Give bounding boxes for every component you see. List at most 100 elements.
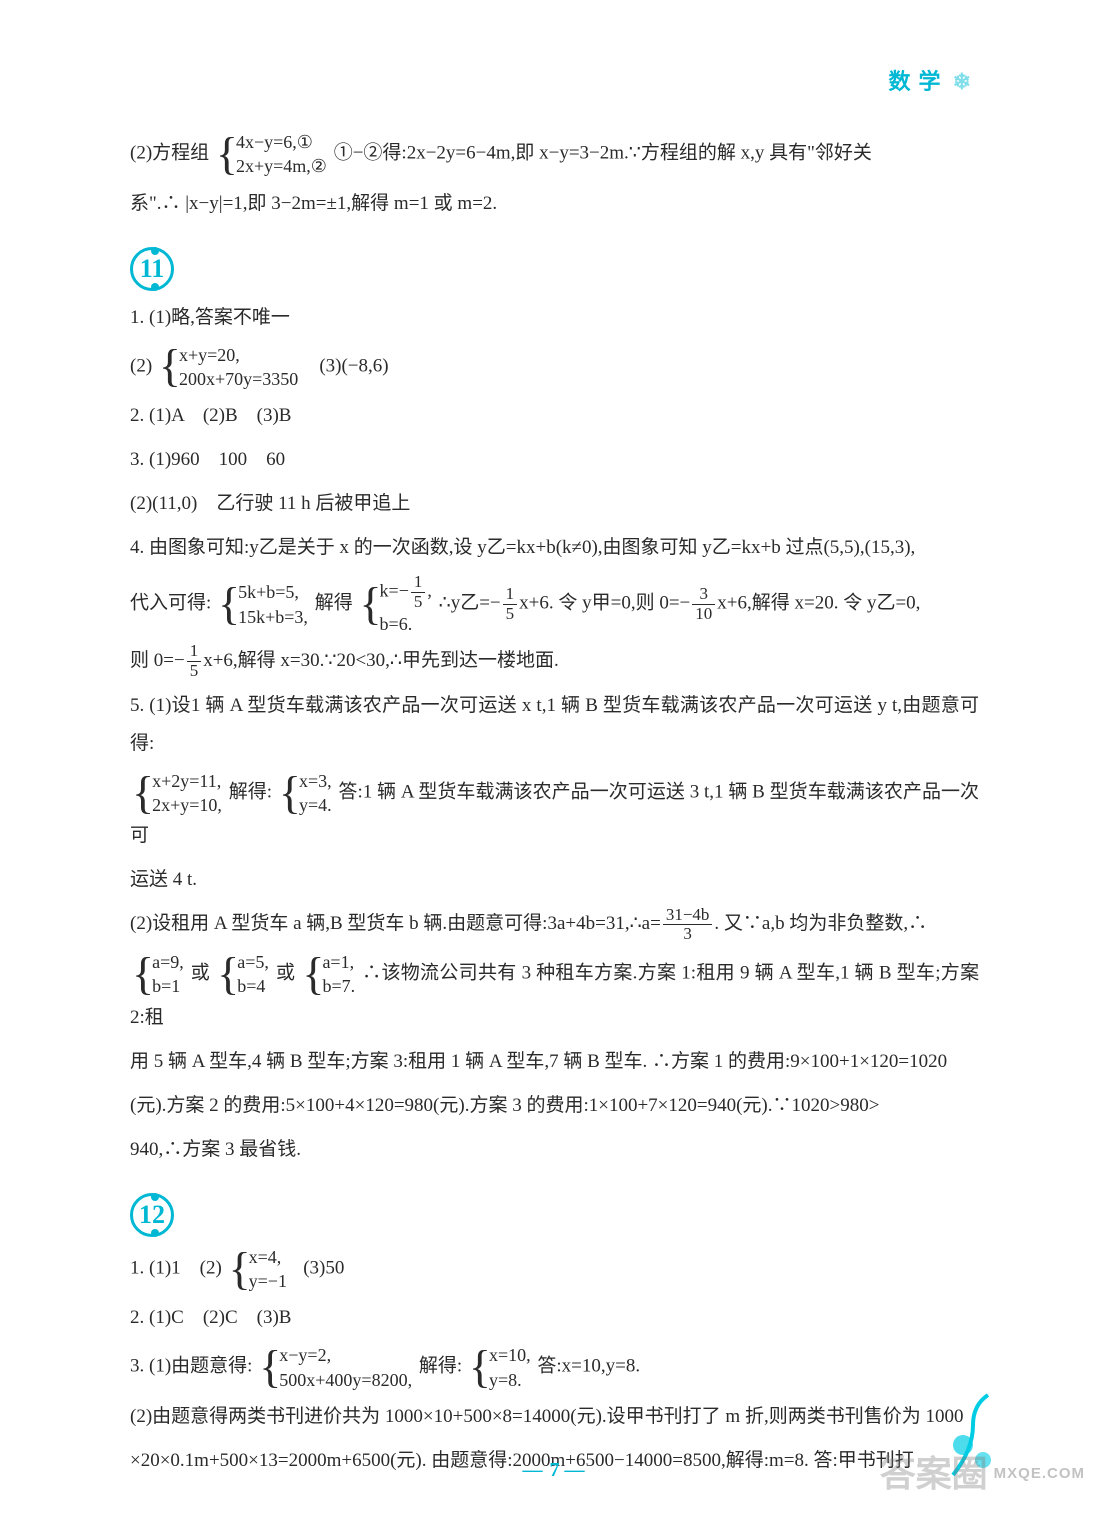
s11-q5-p2-l6: 940,∴方案 3 最省钱. bbox=[130, 1131, 979, 1169]
text: 3. (1)由题意得: bbox=[130, 1356, 252, 1377]
eq-row: a=9, bbox=[152, 950, 184, 974]
subject-char-1: 数 bbox=[889, 69, 919, 94]
left-brace-icon: { bbox=[229, 1251, 251, 1288]
equation-system: { 5k+b=5, 15k+b=3, bbox=[218, 580, 308, 629]
eq-row: 5k+b=5, bbox=[238, 580, 308, 604]
text: ∴y乙=− bbox=[439, 593, 501, 614]
denominator: 10 bbox=[692, 605, 715, 624]
page-number-value: 7 bbox=[550, 1459, 560, 1481]
s11-q5-p2-l5: (元).方案 2 的费用:5×100+4×120=980(元).方案 3 的费用… bbox=[130, 1087, 979, 1125]
numerator: 1 bbox=[187, 642, 202, 662]
text: x+6,解得 x=30.∵20<30,∴甲先到达一楼地面. bbox=[203, 650, 559, 671]
left-brace-icon: { bbox=[132, 775, 154, 812]
eq-row: b=4 bbox=[237, 974, 269, 998]
s11-q2: 2. (1)A (2)B (3)B bbox=[130, 397, 979, 435]
text: x+6. 令 y甲=0,则 0=− bbox=[519, 593, 690, 614]
eq-row: 500x+400y=8200, bbox=[279, 1368, 412, 1392]
eq-row: a=1, bbox=[322, 950, 355, 974]
eq-row: y=4. bbox=[299, 793, 332, 817]
denominator: 5 bbox=[503, 605, 518, 624]
watermark: 答案圈 MXQE.COM bbox=[880, 1438, 1085, 1510]
text: 1. (1)1 (2) bbox=[130, 1257, 222, 1278]
s11-q5-p2a: (2)设租用 A 型货车 a 辆,B 型货车 b 辆.由题意可得:3a+4b=3… bbox=[130, 905, 979, 944]
eq-row: x=3, bbox=[299, 769, 332, 793]
s11-q5-l1: 5. (1)设1 辆 A 型货车载满该农产品一次可运送 x t,1 辆 B 型货… bbox=[130, 687, 979, 763]
top-problem-line1: (2)方程组 { 4x−y=6,① 2x+y=4m,② ①−②得:2x−2y=6… bbox=[130, 130, 979, 179]
text: 则 0=− bbox=[130, 650, 185, 671]
left-brace-icon: { bbox=[218, 586, 240, 623]
s11-q5-p2b: {a=9,b=1 或 {a=5,b=4 或 {a=1,b=7. ∴该物流公司共有… bbox=[130, 950, 979, 1037]
text: (2)设租用 A 型货车 a 辆,B 型货车 b 辆.由题意可得:3a+4b=3… bbox=[130, 913, 661, 934]
equation-system: { 4x−y=6,① 2x+y=4m,② bbox=[216, 130, 327, 179]
text: 代入可得: bbox=[130, 593, 211, 614]
equation-system: { x+2y=11, 2x+y=10, bbox=[132, 769, 222, 818]
equation-system: {x=10,y=8. bbox=[469, 1343, 531, 1392]
equation-system: {x=4,y=−1 bbox=[229, 1245, 287, 1294]
text: (2)方程组 bbox=[130, 143, 209, 164]
text: x+6,解得 x=20. 令 y乙=0, bbox=[717, 593, 920, 614]
eq-row: 2x+y=4m,② bbox=[236, 154, 327, 178]
fraction: 31−4b3 bbox=[663, 906, 713, 944]
s11-q1a: 1. (1)略,答案不唯一 bbox=[130, 299, 979, 337]
page-header: 数学❄ bbox=[889, 60, 979, 104]
equation-system: {a=1,b=7. bbox=[302, 950, 355, 999]
s11-q3b: (2)(11,0) 乙行驶 11 h 后被甲追上 bbox=[130, 485, 979, 523]
section-badge-12: 12 bbox=[130, 1193, 174, 1237]
s11-q1b: (2) { x+y=20, 200x+70y=3350 (3)(−8,6) bbox=[130, 343, 979, 392]
text: 解得: bbox=[419, 1356, 462, 1377]
s11-q4-l2: 代入可得: { 5k+b=5, 15k+b=3, 解得 { k=−15, b=6… bbox=[130, 573, 979, 636]
text: (3)50 bbox=[303, 1257, 344, 1278]
s11-q5-l2b: 运送 4 t. bbox=[130, 861, 979, 899]
text: 解得: bbox=[229, 781, 272, 802]
eq-row: b=1 bbox=[152, 974, 184, 998]
text: , bbox=[427, 581, 432, 601]
s11-q4-l3: 则 0=−15x+6,解得 x=30.∵20<30,∴甲先到达一楼地面. bbox=[130, 642, 979, 681]
left-brace-icon: { bbox=[279, 775, 301, 812]
page-content: (2)方程组 { 4x−y=6,① 2x+y=4m,② ①−②得:2x−2y=6… bbox=[130, 130, 979, 1480]
eq-row: 200x+70y=3350 bbox=[179, 367, 298, 391]
text: k=− bbox=[380, 581, 409, 601]
text: 答:x=10,y=8. bbox=[537, 1356, 640, 1377]
text: . 又∵a,b 均为非负整数,∴ bbox=[714, 913, 927, 934]
numerator: 3 bbox=[692, 585, 715, 605]
subject-char-2: 学 bbox=[919, 69, 949, 94]
numerator: 1 bbox=[411, 573, 426, 593]
text: 或 bbox=[276, 963, 295, 984]
watermark-main: 答案圈 bbox=[880, 1438, 988, 1510]
left-brace-icon: { bbox=[216, 136, 238, 173]
s12-q3a: 3. (1)由题意得: {x−y=2,500x+400y=8200, 解得: {… bbox=[130, 1343, 979, 1392]
denominator: 5 bbox=[187, 662, 202, 681]
eq-row: x+y=20, bbox=[179, 343, 298, 367]
eq-row: a=5, bbox=[237, 950, 269, 974]
equation-system: {x−y=2,500x+400y=8200, bbox=[259, 1343, 412, 1392]
left-brace-icon: { bbox=[159, 348, 181, 385]
eq-row: x−y=2, bbox=[279, 1343, 412, 1367]
text: 解得 bbox=[315, 593, 353, 614]
watermark-sub: MXQE.COM bbox=[994, 1459, 1085, 1489]
eq-row: b=6. bbox=[380, 612, 432, 636]
eq-row: x+2y=11, bbox=[152, 769, 222, 793]
denominator: 5 bbox=[411, 593, 426, 612]
left-brace-icon: { bbox=[259, 1349, 281, 1386]
eq-row: y=8. bbox=[489, 1368, 531, 1392]
equation-system: { k=−15, b=6. bbox=[359, 573, 431, 636]
header-ornament: ❄ bbox=[953, 69, 979, 94]
left-brace-icon: { bbox=[302, 956, 324, 993]
fraction: 15 bbox=[411, 573, 426, 611]
eq-row: 2x+y=10, bbox=[152, 793, 222, 817]
left-brace-icon: { bbox=[132, 956, 154, 993]
equation-system: {a=9,b=1 bbox=[132, 950, 184, 999]
eq-row: k=−15, bbox=[380, 573, 432, 611]
fraction: 15 bbox=[187, 642, 202, 680]
numerator: 1 bbox=[503, 585, 518, 605]
top-problem-line2: 系".∴ |x−y|=1,即 3−2m=±1,解得 m=1 或 m=2. bbox=[130, 185, 979, 223]
s12-q1: 1. (1)1 (2) {x=4,y=−1 (3)50 bbox=[130, 1245, 979, 1294]
equation-system: { x+y=20, 200x+70y=3350 bbox=[159, 343, 298, 392]
fraction: 310 bbox=[692, 585, 715, 623]
s11-q4-l1: 4. 由图象可知:y乙是关于 x 的一次函数,设 y乙=kx+b(k≠0),由图… bbox=[130, 529, 979, 567]
text: (2) bbox=[130, 355, 152, 376]
s11-q5-l2: { x+2y=11, 2x+y=10, 解得: { x=3, y=4. 答:1 … bbox=[130, 769, 979, 856]
left-brace-icon: { bbox=[217, 956, 239, 993]
text: ①−②得:2x−2y=6−4m,即 x−y=3−2m.∵方程组的解 x,y 具有… bbox=[334, 143, 872, 164]
dash-icon: — bbox=[523, 1459, 545, 1481]
